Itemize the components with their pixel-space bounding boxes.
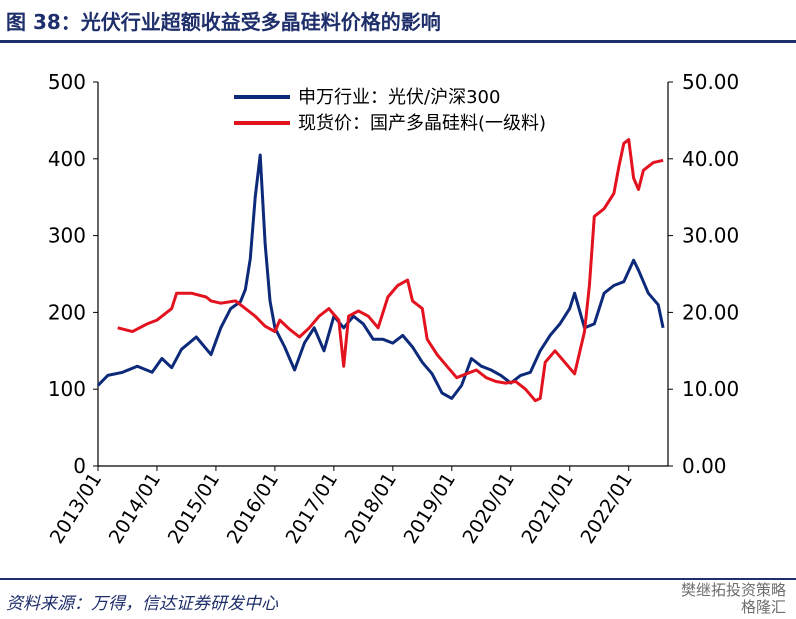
watermark: 樊继拓投资策略 格隆汇 <box>681 582 786 616</box>
y-left-tick-label: 0 <box>73 454 86 478</box>
watermark-line-1: 樊继拓投资策略 <box>680 581 786 599</box>
y-left-tick-label: 400 <box>48 147 86 171</box>
source-note: 资料来源：万得，信达证券研发中心 <box>6 594 278 614</box>
footer-divider <box>0 578 796 580</box>
y-right-tick-label: 50.00 <box>682 70 739 94</box>
page-title: 图 38：光伏行业超额收益受多晶硅料价格的影响 <box>6 10 441 34</box>
x-tick-label: 2013/01 <box>46 469 106 548</box>
x-tick-label: 2020/01 <box>459 469 519 548</box>
chart: 0 100 200 300 400 500 0.00 10.00 20.00 30.00 40.00… <box>46 70 740 548</box>
x-tick-label: 2019/01 <box>400 469 460 548</box>
series-line-2 <box>117 138 664 403</box>
y-right-tick-label: 40.00 <box>682 147 739 171</box>
y-right-tick-label: 10.00 <box>682 377 739 401</box>
chart-legend: 申万行业：光伏/沪深300 现货价：国产多晶硅料(一级料) <box>234 87 546 134</box>
series-line-1 <box>96 153 665 400</box>
chart-axes <box>97 82 669 467</box>
x-tick-label: 2022/01 <box>576 469 636 548</box>
legend-label-series1: 申万行业：光伏/沪深300 <box>298 87 500 108</box>
x-tick-label: 2014/01 <box>105 469 165 548</box>
y-left-tick-label: 100 <box>48 377 86 401</box>
watermark-line-2: 格隆汇 <box>740 598 786 616</box>
y-left-tick-label: 500 <box>48 70 86 94</box>
x-tick-label: 2018/01 <box>341 469 401 548</box>
title-divider <box>0 40 796 43</box>
x-tick-label: 2016/01 <box>223 469 283 548</box>
y-right-tick-label: 0.00 <box>682 454 727 478</box>
x-tick-label: 2015/01 <box>164 469 224 548</box>
y-right-tick-label: 20.00 <box>682 300 739 324</box>
x-tick-label: 2021/01 <box>517 469 577 548</box>
chart-ticks: 0 100 200 300 400 500 0.00 10.00 20.00 30.00 40.00… <box>46 70 740 548</box>
y-left-tick-label: 200 <box>48 300 86 324</box>
x-tick-label: 2017/01 <box>282 469 342 548</box>
y-right-tick-label: 30.00 <box>682 224 739 248</box>
y-left-tick-label: 300 <box>48 224 86 248</box>
legend-label-series2: 现货价：国产多晶硅料(一级料) <box>298 113 546 134</box>
chart-series <box>96 138 665 403</box>
